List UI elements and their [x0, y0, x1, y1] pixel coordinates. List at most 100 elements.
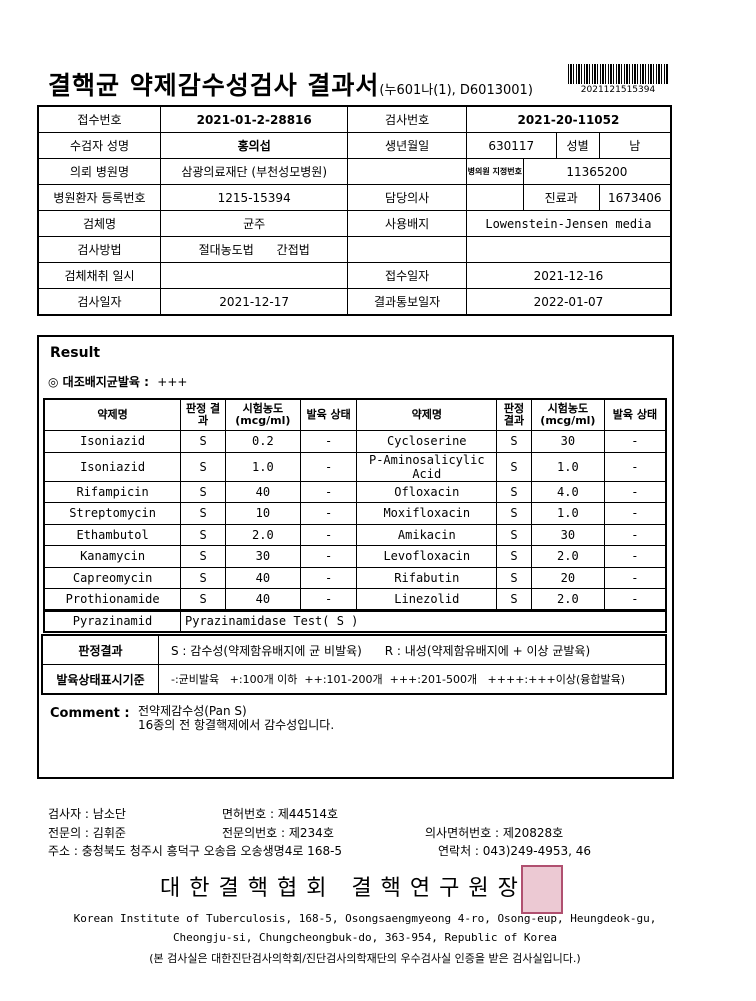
judgement: S: [180, 523, 226, 546]
official-seal: [521, 865, 563, 914]
concentration: 30: [224, 545, 301, 568]
growth: -: [299, 545, 358, 568]
judgement: S: [180, 588, 226, 611]
column-header: 약제명: [356, 398, 498, 431]
table-row: Isoniazid S 0.2- Cycloserine S 30-: [43, 430, 667, 453]
hospital-code: 11365200: [522, 158, 672, 185]
label: 생년월일: [347, 132, 467, 159]
judgement: S: [180, 545, 226, 568]
concentration: 30: [530, 430, 605, 453]
concentration: 40: [224, 566, 301, 589]
drug-name: Ofloxacin: [356, 480, 498, 503]
column-header: 시험농도 (mcg/ml): [224, 398, 301, 431]
label: 검사번호: [347, 105, 467, 133]
drug-name: Ethambutol: [43, 523, 182, 546]
specimen: 균주: [159, 210, 349, 237]
label: 담당의사: [347, 184, 467, 211]
result-box: [37, 335, 674, 779]
examiner: 검사자 : 남소단: [48, 807, 126, 821]
doctor: [465, 184, 524, 211]
english-address-line: Korean Institute of Tuberculosis, 168-5,…: [73, 912, 657, 925]
growth: -: [299, 566, 358, 589]
contact: 연락처 : 043)249-4953, 46: [438, 844, 592, 858]
judge-label: 판정결과: [41, 634, 159, 665]
drug-name: P-Aminosalicylic Acid: [356, 451, 498, 482]
english-address-line: Cheongju-si, Chungcheongbuk-do, 363-954,…: [172, 931, 558, 944]
concentration: 1.0: [530, 451, 605, 482]
license-number: 면허번호 : 제44514호: [222, 807, 339, 821]
medium: Lowenstein-Jensen media: [465, 210, 672, 237]
label: 사용배지: [347, 210, 467, 237]
patient-info-table: 접수번호 2021-01-2-28816 검사번호 2021-20-11052 수검자…: [37, 105, 672, 316]
judgement: S: [180, 480, 226, 503]
method: 절대농도법 간접법: [159, 236, 349, 263]
legend-table: 판정결과 S : 감수성(약제함유배지에 균 비발육) R : 내성(약제함유배지…: [41, 634, 667, 695]
specialist-number: 전문의번호 : 제234호: [222, 826, 334, 840]
drug-name: Cycloserine: [356, 430, 498, 453]
label: 의뢰 병원명: [37, 158, 161, 185]
drug-name: Moxifloxacin: [356, 502, 498, 525]
growth: -: [299, 502, 358, 525]
column-header: 판정 결과: [496, 398, 532, 431]
judgement: S: [496, 430, 532, 453]
label: 성별: [555, 132, 600, 159]
pza-value: Pyrazinamidase Test( S ): [180, 609, 667, 633]
judgement: S: [496, 566, 532, 589]
label: 접수일자: [347, 262, 467, 289]
growth: -: [603, 480, 667, 503]
specialist: 전문의 : 김휘준: [48, 826, 126, 840]
comment-label: Comment :: [50, 706, 130, 721]
concentration: 4.0: [530, 480, 605, 503]
judgement: S: [496, 545, 532, 568]
growth: -: [299, 451, 358, 482]
concentration: 10: [224, 502, 301, 525]
table-row: Isoniazid S 1.0- P-Aminosalicylic Acid S 1.0-: [43, 451, 667, 482]
address: 주소 : 충청북도 청주시 흥덕구 오송읍 오송생명4로 168-5: [48, 844, 343, 858]
concentration: 1.0: [224, 451, 301, 482]
drug-name: Amikacin: [356, 523, 498, 546]
column-header: 시험농도 (mcg/ml): [530, 398, 605, 431]
concentration: 2.0: [530, 588, 605, 611]
comment-line: 16종의 전 항결핵제에서 감수성입니다.: [138, 718, 335, 732]
doctor-license: 의사면허번호 : 제20828호: [425, 826, 564, 840]
drug-name: Kanamycin: [43, 545, 182, 568]
sex: 남: [598, 132, 672, 159]
growth: -: [603, 566, 667, 589]
growth: -: [299, 588, 358, 611]
patient-number: 1215-15394: [159, 184, 349, 211]
label: 검체명: [37, 210, 161, 237]
label: 접수번호: [37, 105, 161, 133]
growth-label: 발육상태표시기준: [41, 664, 159, 695]
label: 수검자 성명: [37, 132, 161, 159]
judgement: S: [496, 480, 532, 503]
judge-legend: S : 감수성(약제함유배지에 균 비발육) R : 내성(약제함유배지에 + …: [158, 634, 667, 665]
drug-name: Levofloxacin: [356, 545, 498, 568]
column-header: 약제명: [43, 398, 182, 431]
table-row: Ethambutol S 2.0- Amikacin S 30-: [43, 523, 667, 546]
growth: -: [299, 430, 358, 453]
growth: -: [603, 502, 667, 525]
drug-name: Prothionamide: [43, 588, 182, 611]
concentration: 40: [224, 480, 301, 503]
label: 병의원 지정번호: [465, 158, 524, 185]
growth-legend: -:균비발육 +:100개 이하 ++:101-200개 +++:201-500…: [158, 664, 667, 695]
judgement: S: [496, 523, 532, 546]
growth: -: [299, 480, 358, 503]
concentration: 20: [530, 566, 605, 589]
table-header: 약제명 판정 결과 시험농도 (mcg/ml) 발육 상태 약제명 판정 결과 시험농도 (…: [43, 398, 667, 431]
concentration: 1.0: [530, 502, 605, 525]
judgement: S: [180, 430, 226, 453]
drug-name: Isoniazid: [43, 430, 182, 453]
growth: -: [603, 588, 667, 611]
label: 진료과: [522, 184, 600, 211]
label: 검사방법: [37, 236, 161, 263]
report-date: 2022-01-07: [465, 288, 672, 316]
method-1: 절대농도법: [198, 243, 254, 257]
label: 결과통보일자: [347, 288, 467, 316]
judgement: S: [496, 451, 532, 482]
drug-name: Rifampicin: [43, 480, 182, 503]
pyrazinamide-table: Pyrazinamid Pyrazinamidase Test( S ): [43, 609, 667, 633]
judgement: S: [180, 502, 226, 525]
table-row: Capreomycin S 40- Rifabutin S 20-: [43, 566, 667, 589]
